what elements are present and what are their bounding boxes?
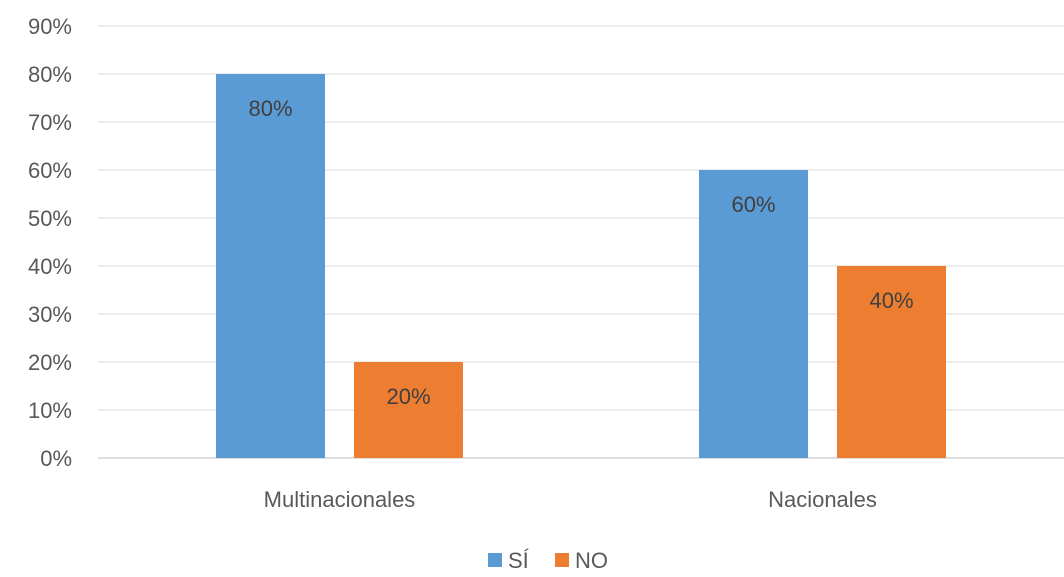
data-labels: 80% 20% 60% 40% bbox=[248, 96, 913, 409]
legend-swatch bbox=[555, 553, 569, 567]
y-tick-label: 60% bbox=[28, 158, 72, 183]
bar-no-nacionales bbox=[837, 266, 946, 458]
x-category-label: Multinacionales bbox=[264, 487, 416, 512]
legend: SÍ NO bbox=[488, 548, 608, 573]
y-axis-ticks: 0% 10% 20% 30% 40% 50% 60% 70% 80% 90% bbox=[28, 14, 72, 471]
y-tick-label: 80% bbox=[28, 62, 72, 87]
x-axis-categories: Multinacionales Nacionales bbox=[264, 487, 877, 512]
y-tick-label: 90% bbox=[28, 14, 72, 39]
y-tick-label: 30% bbox=[28, 302, 72, 327]
y-tick-label: 70% bbox=[28, 110, 72, 135]
y-tick-label: 40% bbox=[28, 254, 72, 279]
y-tick-label: 50% bbox=[28, 206, 72, 231]
data-label: 80% bbox=[248, 96, 292, 121]
bar-s-nacionales bbox=[699, 170, 808, 458]
x-category-label: Nacionales bbox=[768, 487, 877, 512]
data-label: 20% bbox=[386, 384, 430, 409]
data-label: 40% bbox=[869, 288, 913, 313]
legend-label: NO bbox=[575, 548, 608, 572]
data-label: 60% bbox=[731, 192, 775, 217]
y-tick-label: 20% bbox=[28, 350, 72, 375]
y-tick-label: 0% bbox=[40, 446, 72, 471]
legend-label: SÍ bbox=[508, 548, 530, 572]
bar-s-multinacionales bbox=[216, 74, 325, 458]
y-tick-label: 10% bbox=[28, 398, 72, 423]
bar-no-multinacionales bbox=[354, 362, 463, 458]
legend-swatch bbox=[488, 553, 502, 567]
bars bbox=[216, 74, 946, 458]
